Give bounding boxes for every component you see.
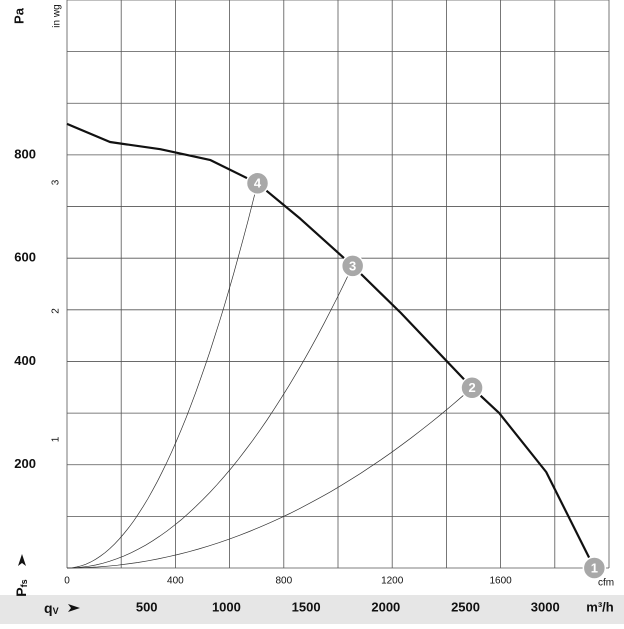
x-tick-label: 1500 xyxy=(292,599,321,614)
y-tick-label: 800 xyxy=(14,146,36,161)
y-axis-label: Pa xyxy=(11,7,26,24)
x-tick-label: 500 xyxy=(136,599,158,614)
x-tick-label: 2500 xyxy=(451,599,480,614)
y-tick-label: 600 xyxy=(14,250,36,265)
x-tick-label: 2000 xyxy=(371,599,400,614)
y2-axis-label: in wg xyxy=(52,4,63,27)
axis-arrow xyxy=(68,604,80,612)
x2-tick-label: 0 xyxy=(64,576,70,587)
x-axis-symbol-sub: V xyxy=(53,606,59,616)
system-curve xyxy=(66,387,473,569)
operating-point-label: 4 xyxy=(254,176,262,191)
fan-curve xyxy=(66,122,596,569)
axis-arrow xyxy=(18,554,26,566)
y2-tick-label: 2 xyxy=(51,308,62,314)
y-axis-symbol-sub: fs xyxy=(19,579,29,587)
operating-point-label: 1 xyxy=(591,560,598,575)
x2-tick-label: 400 xyxy=(167,576,184,587)
y2-tick-label: 3 xyxy=(51,179,62,185)
bottom-band xyxy=(0,595,624,624)
x-tick-label: 3000 xyxy=(531,599,560,614)
x-axis-label: m³/h xyxy=(586,599,614,614)
x2-tick-label: 1200 xyxy=(381,576,404,587)
operating-point xyxy=(245,171,270,196)
x-axis-symbol-main: q xyxy=(44,600,53,616)
x2-axis-label: cfm xyxy=(598,578,614,589)
y2-tick-label: 1 xyxy=(51,436,62,442)
operating-point-label: 2 xyxy=(468,380,475,395)
operating-point xyxy=(340,254,365,278)
y-axis-symbol: Pfs xyxy=(13,579,30,596)
system-curve xyxy=(66,265,354,569)
system-curve xyxy=(66,183,258,569)
x-axis-symbol: qV xyxy=(44,600,59,617)
x2-tick-label: 800 xyxy=(275,576,292,587)
y-axis-symbol-main: P xyxy=(13,587,29,596)
operating-point xyxy=(460,376,484,400)
x-tick-label: 1000 xyxy=(212,599,241,614)
operating-point xyxy=(582,556,607,580)
y-tick-label: 200 xyxy=(14,456,36,471)
y-tick-label: 400 xyxy=(14,353,36,368)
x2-tick-label: 1600 xyxy=(489,576,512,587)
operating-point-label: 3 xyxy=(349,258,356,273)
